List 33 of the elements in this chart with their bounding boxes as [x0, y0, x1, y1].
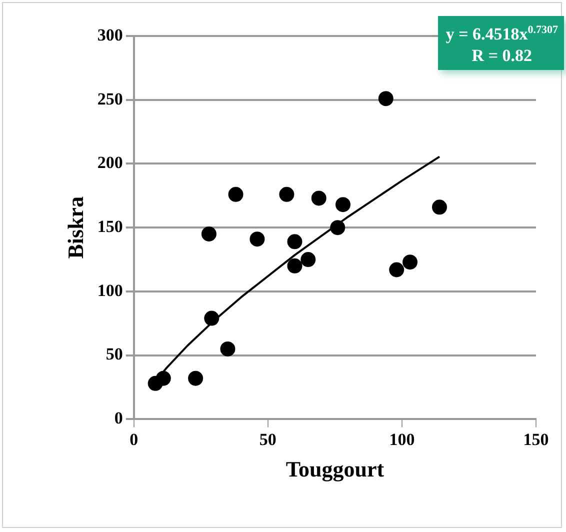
x-axis-title: Touggourt: [286, 456, 385, 482]
point: [330, 220, 346, 236]
y-tick-label: 0: [114, 408, 123, 428]
x-tick-label: 50: [259, 430, 276, 449]
x-tick-label: 150: [523, 430, 549, 449]
point: [287, 258, 302, 274]
y-tick-label: 50: [106, 344, 123, 364]
y-tick-label: 200: [97, 153, 123, 172]
point: [204, 310, 220, 326]
y-axis-title: Biskra: [62, 196, 88, 259]
x-tick-label: 100: [389, 430, 415, 449]
y-tick-label: 100: [97, 280, 123, 300]
y-tick-label: 150: [97, 216, 123, 236]
point: [378, 91, 394, 106]
annotation: R = 0.82: [472, 46, 532, 65]
y-tick-label: 250: [97, 89, 123, 108]
point: [402, 254, 418, 270]
point: [220, 341, 236, 356]
point: [389, 262, 404, 278]
point: [250, 232, 265, 247]
point: [300, 252, 316, 268]
point: [201, 226, 216, 242]
point: [311, 190, 326, 206]
point: [156, 370, 171, 386]
point: [228, 186, 244, 202]
x-tick-label: 0: [130, 430, 138, 449]
annotation: y = 6.4518x$^{0.7307}$: [446, 24, 558, 44]
point: [335, 197, 350, 212]
point: [432, 200, 447, 215]
point: [188, 370, 204, 386]
point: [287, 234, 302, 250]
point: [279, 186, 294, 202]
y-tick-label: 300: [97, 25, 123, 44]
